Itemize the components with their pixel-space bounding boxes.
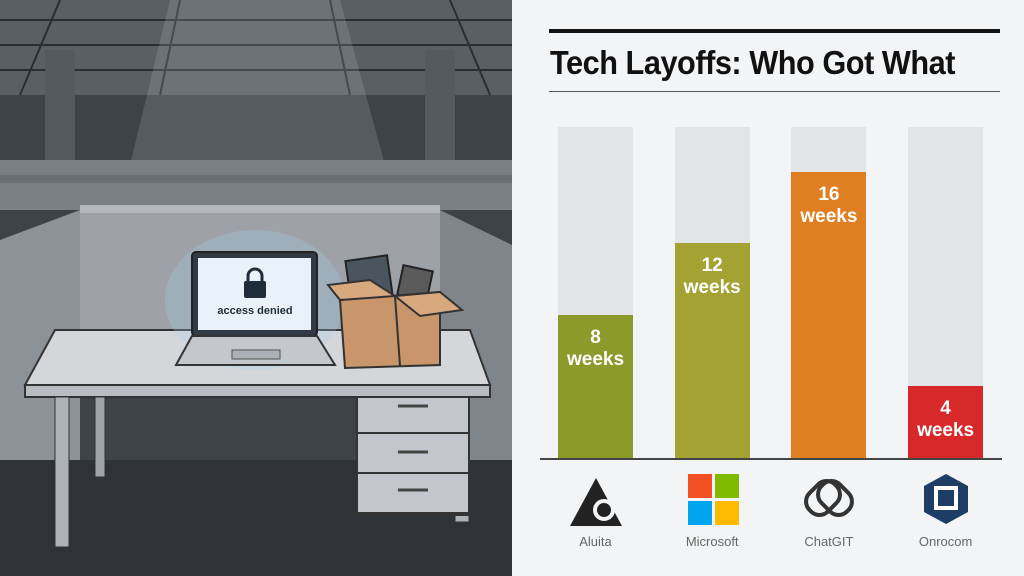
value-label: 8 weeks <box>566 326 625 370</box>
chart-panel: Tech Layoffs: Who Got What 8 weeks Aluita… <box>512 0 1024 576</box>
value-label: 16 weeks <box>800 183 858 227</box>
category-label: Onrocom <box>918 534 973 549</box>
laptop-text: access denied <box>217 305 292 317</box>
value-label: 4 weeks <box>917 398 975 442</box>
bar: 16 weeks <box>791 171 867 458</box>
baseline <box>540 458 1002 460</box>
category-label: ChatGIT <box>804 534 854 549</box>
chart-title: Tech Layoffs: Who Got What <box>550 44 956 81</box>
value-label: 12 weeks <box>683 255 741 299</box>
logos <box>570 474 968 526</box>
office-illustration: access denied <box>0 0 512 576</box>
bar: 8 weeks <box>558 314 633 458</box>
category-label: Microsoft <box>685 534 739 549</box>
category-label: Aluita <box>579 534 612 549</box>
title-underline <box>549 91 1000 92</box>
title-rule <box>549 29 1000 33</box>
bar: 12 weeks <box>674 243 750 458</box>
bar: 4 weeks <box>908 386 984 458</box>
